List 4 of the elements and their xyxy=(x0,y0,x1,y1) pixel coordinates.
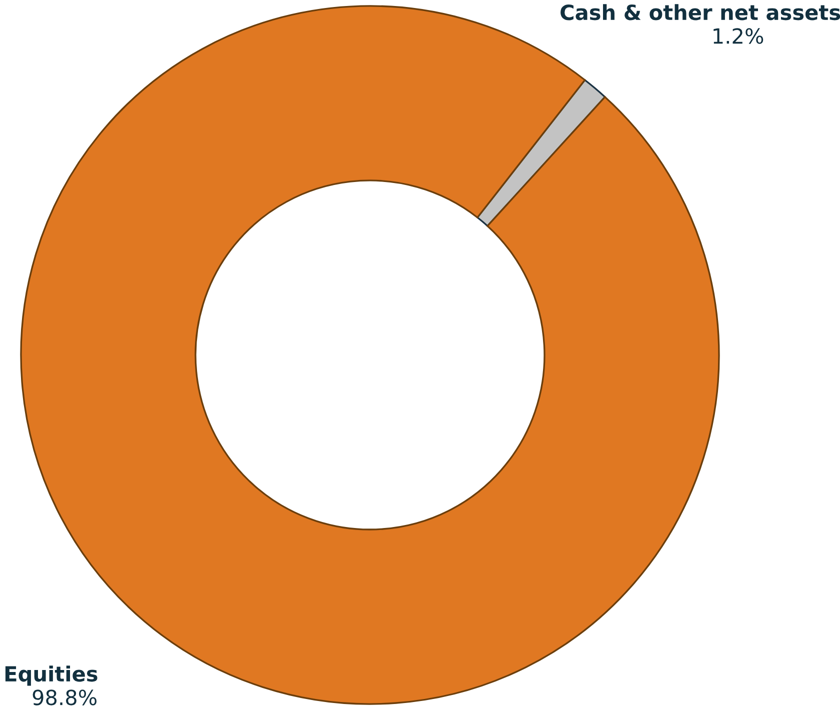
data-label: 98.8% xyxy=(32,690,97,706)
slice-label: Equities xyxy=(5,666,98,686)
slice-label: Cash & other net assets xyxy=(560,4,840,20)
data-label: 1.2% xyxy=(714,28,764,44)
